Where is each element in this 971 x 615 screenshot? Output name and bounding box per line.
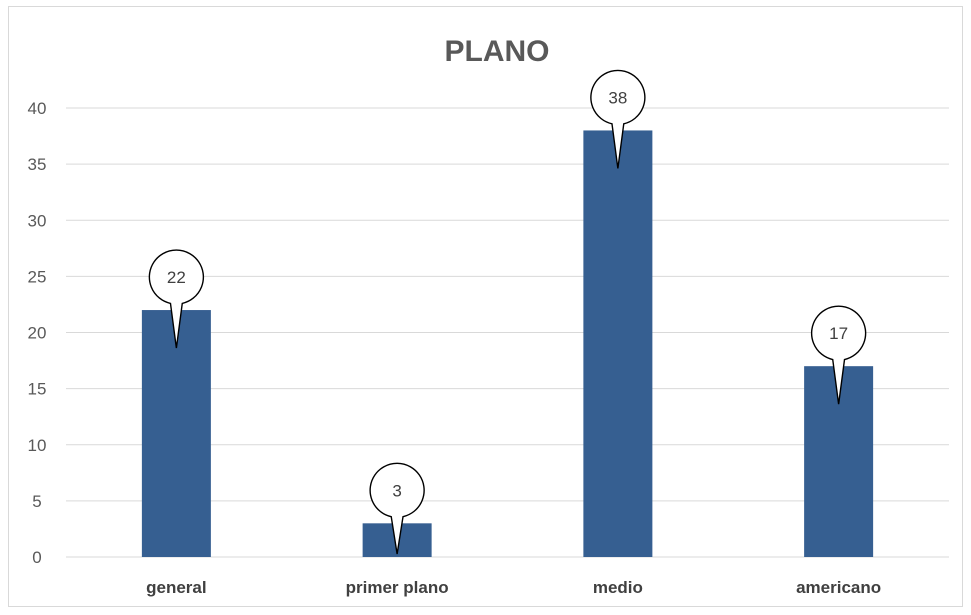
- y-tick-label: 35: [28, 155, 47, 174]
- y-tick-label: 30: [28, 211, 47, 230]
- chart-title: PLANO: [445, 35, 550, 68]
- x-axis-categories: general primer plano medio americano: [146, 578, 881, 597]
- data-label-callout: 17: [810, 305, 867, 405]
- data-label-callout: 38: [590, 69, 646, 169]
- y-tick-label: 5: [32, 492, 41, 511]
- data-label: 38: [608, 88, 627, 107]
- y-tick-label: 10: [28, 436, 47, 455]
- data-label: 22: [167, 268, 186, 287]
- y-tick-label: 40: [28, 99, 47, 118]
- bar-chart: PLANO 0 5 10 15 20 25 30 35 40 22 3 38 17 general pr…: [28, 35, 949, 597]
- data-label: 3: [392, 481, 401, 500]
- y-tick-label: 20: [28, 324, 47, 343]
- bars: [141, 130, 874, 557]
- y-tick-label: 25: [28, 267, 47, 286]
- y-axis-ticks: 0 5 10 15 20 25 30 35 40: [28, 99, 47, 567]
- gridlines: [66, 107, 949, 558]
- x-category-label: medio: [593, 578, 643, 597]
- x-category-label: general: [146, 578, 206, 597]
- callout-bubble: [148, 249, 205, 349]
- callout-bubble: [369, 462, 425, 555]
- callout-bubble: [590, 69, 646, 169]
- x-category-label: primer plano: [346, 578, 449, 597]
- bar: [141, 310, 211, 557]
- chart-frame: PLANO 0 5 10 15 20 25 30 35 40 22 3 38 17 general pr…: [8, 6, 963, 607]
- data-label-callout: 3: [369, 462, 425, 555]
- data-label-callout: 22: [148, 249, 205, 349]
- x-category-label: americano: [796, 578, 881, 597]
- callout-bubble: [810, 305, 867, 405]
- y-tick-label: 15: [28, 380, 47, 399]
- data-label: 17: [829, 324, 848, 343]
- bar: [583, 130, 653, 557]
- data-labels: 22 3 38 17: [148, 69, 867, 555]
- y-tick-label: 0: [32, 548, 41, 567]
